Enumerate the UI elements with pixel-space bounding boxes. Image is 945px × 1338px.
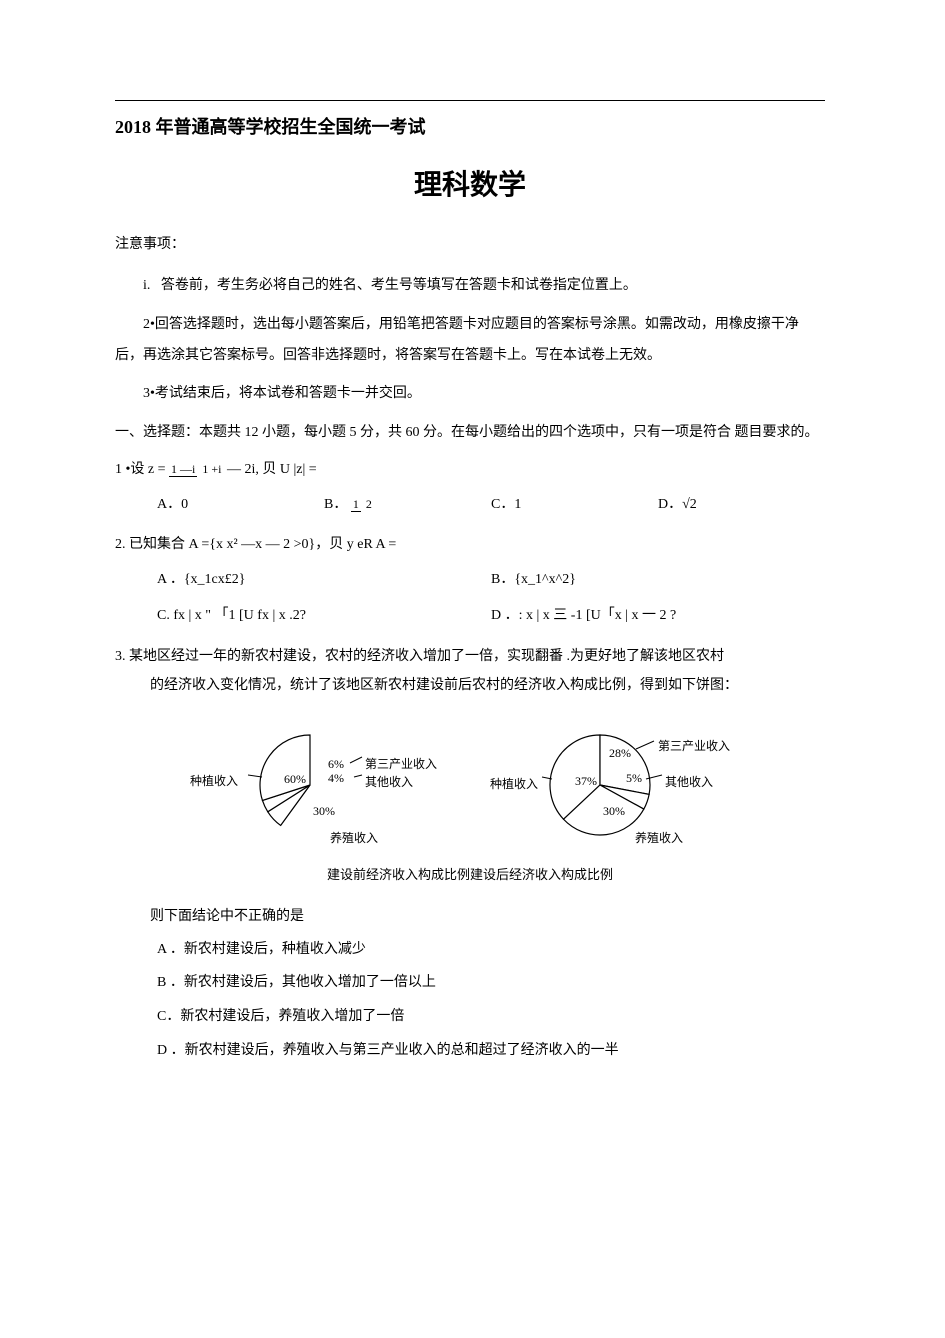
notice-item-1: i. 答卷前，考生务必将自己的姓名、考生号等填写在答题卡和试卷指定位置上。 [115, 271, 825, 302]
q1-optb-label: B． [324, 497, 347, 512]
question-3: 3. 某地区经过一年的新农村建设，农村的经济收入增加了一倍，实现翻番 .为更好地… [115, 644, 825, 1067]
q1-prefix: 1 •设 z = [115, 462, 166, 477]
q1-mid: — 2i, 贝 U |z| = [227, 462, 317, 477]
q1-opt-d: D．√2 [658, 492, 825, 519]
q2-opt-c: C. fx | x " 「1 [U fx | x .2? [157, 603, 491, 630]
notice-item-3: 3•考试结束后，将本试卷和答题卡一并交回。 [115, 379, 825, 410]
q3-opt-c: C．新农村建设后，养殖收入增加了一倍 [157, 1000, 825, 1034]
svg-text:4%: 4% [328, 771, 344, 785]
pie-before: 60%6%4%30% 种植收入 第三产业收入 其他收入 养殖收入 [190, 715, 450, 855]
q3-conclusion: 则下面结论中不正确的是 [115, 902, 825, 933]
q2-options-row2: C. fx | x " 「1 [U fx | x .2? D ．: x | x … [115, 603, 825, 630]
q2-options-row1: A ．{x_1cx£2} B．{x_1^x^2} [115, 567, 825, 594]
section-1-text: 一、选择题：本题共 12 小题，每小题 5 分，共 60 分。在每小题给出的四个… [115, 425, 819, 440]
exam-subject: 理科数学 [115, 163, 825, 203]
q1-frac-num: 1 —i [169, 462, 197, 477]
q3-opt-d: D ．新农村建设后，养殖收入与第三产业收入的总和超过了经济收入的一半 [157, 1034, 825, 1068]
q3-stem-line2: 的经济收入变化情况，统计了该地区新农村建设前后农村的经济收入构成比例，得到如下饼… [115, 671, 825, 702]
svg-text:60%: 60% [284, 772, 306, 786]
q1-frac-den: 1 +i [200, 462, 223, 476]
section-1-title: 一、选择题：本题共 12 小题，每小题 5 分，共 60 分。在每小题给出的四个… [115, 418, 825, 449]
pie-after-label-other: 其他收入 [665, 771, 713, 794]
pie-after-label-plant: 种植收入 [490, 773, 538, 796]
header-rule [115, 100, 825, 101]
q1-opt-b: B． 1 2 [324, 492, 491, 519]
pie-after-label-breed: 养殖收入 [635, 827, 683, 850]
notice-1-text: 答卷前，考生务必将自己的姓名、考生号等填写在答题卡和试卷指定位置上。 [161, 278, 637, 293]
q1-opt-a: A．0 [157, 492, 324, 519]
svg-text:30%: 30% [603, 804, 625, 818]
question-2: 2. 已知集合 A ={x x² —x — 2 >0}，贝 y eR A = A… [115, 532, 825, 630]
q3-opt-a: A ．新农村建设后，种植收入减少 [157, 933, 825, 967]
svg-text:5%: 5% [626, 771, 642, 785]
pie-caption: 建设前经济收入构成比例建设后经济收入构成比例 [115, 863, 825, 888]
q1-fraction: 1 —i 1 +i [169, 463, 223, 476]
q2-opt-d: D ．: x | x 三 -1 [U「x | x 一 2 ? [491, 603, 825, 630]
q2-opt-b: B．{x_1^x^2} [491, 567, 825, 594]
q1-opt-c: C．1 [491, 492, 658, 519]
question-1: 1 •设 z = 1 —i 1 +i — 2i, 贝 U |z| = A．0 B… [115, 457, 825, 518]
svg-text:30%: 30% [313, 804, 335, 818]
notice-title: 注意事项： [115, 233, 825, 253]
pie-before-label-breed: 养殖收入 [330, 827, 378, 850]
pie-after-label-third: 第三产业收入 [658, 735, 730, 758]
q1-optb-den: 2 [364, 497, 374, 511]
exam-title: 2018 年普通高等学校招生全国统一考试 [115, 113, 825, 139]
q2-stem: 2. 已知集合 A ={x x² —x — 2 >0}，贝 y eR A = [115, 532, 825, 559]
pie-charts-row: 60% 6%4% 30% 种植收入 第三产业收入 其他收入 养殖收入 37% 28% 5… [115, 715, 825, 855]
svg-text:37%: 37% [575, 774, 597, 788]
q3-opt-b: B ．新农村建设后，其他收入增加了一倍以上 [157, 966, 825, 1000]
pie-before-label-plant: 种植收入 [190, 770, 238, 793]
notice-2-text: 2•回答选择题时，选出每小题答案后，用铅笔把答题卡对应题目的答案标号涂黑。如需改… [115, 310, 825, 372]
q3-options: A ．新农村建设后，种植收入减少 B ．新农村建设后，其他收入增加了一倍以上 C… [115, 933, 825, 1067]
notice-item-2: 2•回答选择题时，选出每小题答案后，用铅笔把答题卡对应题目的答案标号涂黑。如需改… [115, 310, 825, 372]
q3-stem-line1: 3. 某地区经过一年的新农村建设，农村的经济收入增加了一倍，实现翻番 .为更好地… [115, 644, 825, 671]
q2-opt-a: A ．{x_1cx£2} [157, 567, 491, 594]
pie-after: 37% 28% 5% 30% 种植收入 第三产业收入 其他收入 养殖收入 [490, 715, 750, 855]
q1-optb-num: 1 [351, 497, 361, 512]
q1-stem: 1 •设 z = 1 —i 1 +i — 2i, 贝 U |z| = [115, 457, 825, 484]
notice-1-prefix: i. [143, 278, 150, 293]
q1-options: A．0 B． 1 2 C．1 D．√2 [115, 492, 825, 519]
svg-text:6%: 6% [328, 757, 344, 771]
q1-optb-frac: 1 2 [351, 498, 374, 511]
pie-before-label-other: 其他收入 [365, 771, 413, 794]
svg-text:28%: 28% [609, 746, 631, 760]
